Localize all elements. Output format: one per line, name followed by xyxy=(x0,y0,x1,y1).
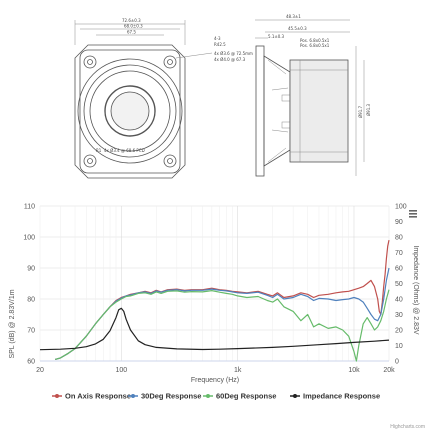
legend-swatch-marker xyxy=(55,394,59,398)
height2-dim: Ø91.3 xyxy=(366,103,371,116)
legend-label: Impedance Response xyxy=(303,392,380,401)
right-tick-label: 50 xyxy=(395,281,403,288)
left-tick-label: 80 xyxy=(27,297,35,304)
right-tick-label: 90 xyxy=(395,219,403,226)
right-tick-label: 40 xyxy=(395,297,403,304)
legend-item-on-axis-response[interactable]: On Axis Response xyxy=(52,392,131,401)
right-tick-label: 70 xyxy=(395,250,403,257)
x-tick-label: 20k xyxy=(383,367,395,374)
terminal-pos-note: Pos. 6.8x0.5x1 xyxy=(300,38,330,43)
legend-label: 60Deg Response xyxy=(216,392,276,401)
right-tick-label: 0 xyxy=(395,359,399,366)
radius-note: R42.5 xyxy=(214,42,226,47)
series-line-30deg-response[interactable] xyxy=(55,267,390,360)
x-tick-label: 1k xyxy=(234,367,242,374)
left-tick-label: 60 xyxy=(27,359,35,366)
x-tick-label: 20 xyxy=(36,367,44,374)
x-axis-label: Frequency (Hz) xyxy=(191,377,239,384)
depth-mount-dim: 45.5±0.3 xyxy=(288,26,307,31)
inner-width-dim: 68.0±0.3 xyxy=(124,24,143,29)
hole-pcd-note-2: 4x Ø4.0 @ 67.3 xyxy=(214,57,246,62)
side-view: 48.3±1 45.5±0.3 5.1±0.3 Pos. 6.8x0.5x1 P… xyxy=(255,14,371,177)
legend-swatch-marker xyxy=(293,394,297,398)
legend-label: On Axis Response xyxy=(65,392,131,401)
right-axis-ticks: 0 10 20 30 40 50 60 70 80 90 100 xyxy=(395,204,407,366)
small-radius-note: R1 xyxy=(96,148,102,153)
hamburger-menu-icon[interactable] xyxy=(409,210,417,218)
legend-swatch-marker xyxy=(206,394,210,398)
hole-count-note: 4-3 xyxy=(214,36,221,41)
x-tick-label: 10k xyxy=(348,367,360,374)
outer-width-dim: 72.6±0.3 xyxy=(122,18,141,23)
flange-thickness-dim: 5.1±0.3 xyxy=(268,34,285,39)
left-tick-label: 110 xyxy=(24,204,35,211)
depth-total-dim: 48.3±1 xyxy=(286,14,301,19)
chart-series xyxy=(39,239,390,362)
height-dim: Ø91.7 xyxy=(358,105,363,118)
legend-item-60deg-response[interactable]: 60Deg Response xyxy=(203,392,276,401)
series-line-impedance-response[interactable] xyxy=(39,307,390,351)
legend-item-30deg-response[interactable]: 30Deg Response xyxy=(128,392,201,401)
highcharts-credit[interactable]: Highcharts.com xyxy=(390,424,425,430)
right-tick-label: 60 xyxy=(395,266,403,273)
hole-pcd-note-1: 4x Ø3.6 @ 72.5mm xyxy=(214,51,253,56)
left-tick-label: 90 xyxy=(27,266,35,273)
y-axis-left-label: SPL (dB) @ 2.83V/1m xyxy=(9,289,16,358)
front-view: 72.6±0.3 68.0±0.3 67.5 4-3 R42.5 4x Ø3.6… xyxy=(74,18,253,179)
y-axis-right-label: Impedance (Ohms) @ 2.83V xyxy=(412,245,419,335)
legend-swatch-marker xyxy=(131,394,135,398)
terminal-neg-note: Pos. 6.8x0.5x1 xyxy=(300,43,330,48)
left-tick-label: 70 xyxy=(27,328,35,335)
lower-pcd-note: 4x Ø3.4 @ 68.6 PCD xyxy=(104,148,145,153)
bolt-spacing-dim: 67.5 xyxy=(127,30,136,35)
left-tick-label: 100 xyxy=(23,235,35,242)
x-axis-ticks: 20 100 1k 10k 20k xyxy=(36,367,395,374)
right-tick-label: 30 xyxy=(395,312,403,319)
technical-drawing: 72.6±0.3 68.0±0.3 67.5 4-3 R42.5 4x Ø3.6… xyxy=(74,14,371,179)
right-tick-label: 20 xyxy=(395,328,403,335)
right-tick-label: 100 xyxy=(395,204,407,211)
chart-grid xyxy=(39,205,390,362)
frequency-response-chart: 60 70 80 90 100 110 0 10 20 30 40 50 60 70 80 90 100 20… xyxy=(9,204,425,431)
right-tick-label: 10 xyxy=(395,343,403,350)
right-tick-label: 80 xyxy=(395,235,403,242)
legend-label: 30Deg Response xyxy=(141,392,201,401)
x-tick-label: 100 xyxy=(115,367,127,374)
chart-legend: On Axis Response 30Deg Response 60Deg Resp… xyxy=(52,392,380,401)
legend-item-impedance-response[interactable]: Impedance Response xyxy=(290,392,380,401)
left-axis-ticks: 60 70 80 90 100 110 xyxy=(23,204,35,366)
